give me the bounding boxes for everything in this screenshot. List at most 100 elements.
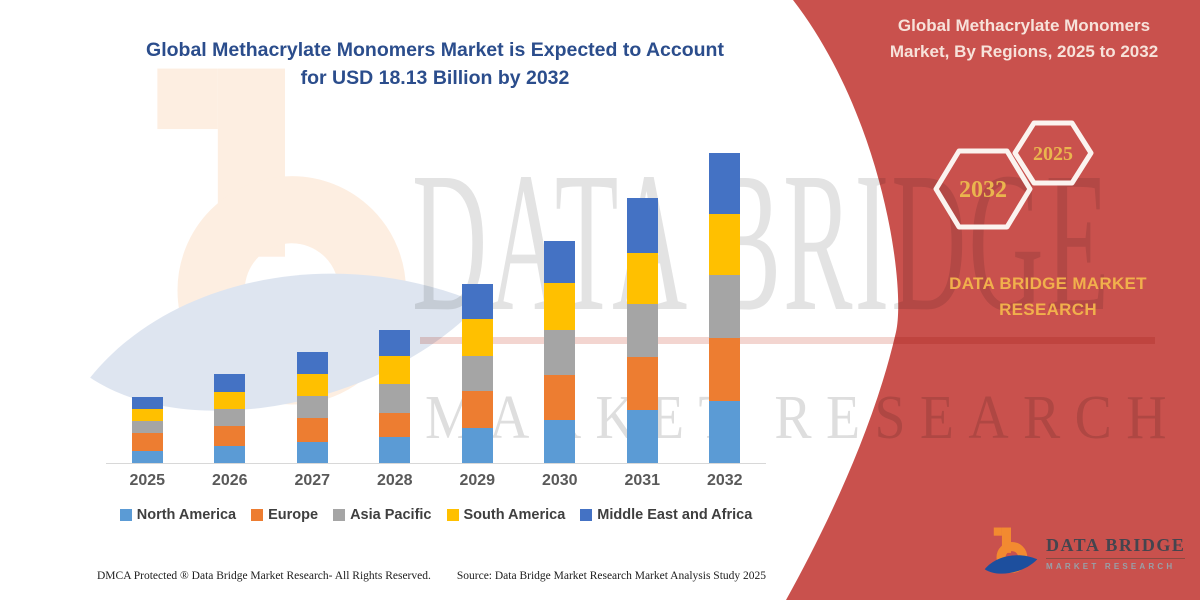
bar-segment-2032-asia-pacific	[709, 275, 741, 338]
logo-divider	[1046, 558, 1186, 559]
bar-segment-2031-middle-east-and-africa	[626, 198, 658, 253]
x-axis-label-2029: 2029	[459, 472, 496, 489]
bar-segment-2026-asia-pacific	[214, 409, 246, 426]
legend-label: South America	[463, 507, 566, 523]
legend-label: Asia Pacific	[350, 507, 432, 523]
bar-segment-2031-asia-pacific	[626, 304, 658, 357]
bar-slot-2025	[106, 140, 189, 463]
bar-segment-2027-south-america	[296, 374, 328, 396]
legend-swatch-icon	[251, 509, 264, 521]
footer: DMCA Protected ® Data Bridge Market Rese…	[97, 570, 797, 582]
bar-segment-2030-south-america	[544, 283, 576, 330]
bar-slot-2029	[436, 140, 519, 463]
bar-segment-2028-south-america	[379, 356, 411, 384]
legend-swatch-icon	[580, 509, 593, 521]
bar-segment-2025-north-america	[131, 451, 163, 463]
bar-slot-2027	[271, 140, 354, 463]
x-axis-label-2025: 2025	[129, 472, 166, 489]
bar-segment-2025-south-america	[131, 409, 163, 421]
bar-segment-2028-europe	[379, 413, 411, 437]
plot-area	[106, 140, 766, 464]
footer-source-text: Source: Data Bridge Market Research Mark…	[456, 570, 767, 582]
logo-subtitle: MARKET RESEARCH	[1046, 562, 1176, 571]
x-axis-label-2027: 2027	[294, 472, 331, 489]
legend-item-asia-pacific: Asia Pacific	[333, 507, 432, 523]
brand-wordmark-line1: DATA BRIDGE MARKET	[949, 274, 1147, 293]
x-axis-label-2032: 2032	[706, 472, 743, 489]
logo-text: DATA BRIDGE MARKET RESEARCH	[1046, 535, 1186, 581]
right-panel-heading: Global Methacrylate Monomers Market, By …	[852, 13, 1196, 64]
bar-segment-2032-south-america	[709, 214, 741, 275]
hexagon-2032-outline	[933, 148, 1033, 230]
stacked-bar-2028	[379, 330, 411, 463]
hexagon-2025-outline	[1012, 120, 1094, 186]
legend-swatch-icon	[333, 509, 346, 521]
chart-title: Global Methacrylate Monomers Market is E…	[100, 36, 770, 93]
bar-slot-2032	[684, 140, 767, 463]
bar-segment-2030-middle-east-and-africa	[544, 241, 576, 283]
bar-segment-2026-europe	[214, 426, 246, 446]
legend-swatch-icon	[446, 509, 459, 521]
chart-title-line2: for USD 18.13 Billion by 2032	[300, 67, 570, 90]
legend-item-north-america: North America	[119, 507, 237, 523]
footer-dmca-text: DMCA Protected ® Data Bridge Market Rese…	[97, 570, 431, 582]
bar-slot-2026	[189, 140, 272, 463]
bar-segment-2025-europe	[131, 433, 163, 451]
bar-segment-2028-asia-pacific	[379, 384, 411, 413]
right-panel-heading-line2: Market, By Regions, 2025 to 2032	[889, 41, 1159, 61]
bar-segment-2026-middle-east-and-africa	[214, 374, 246, 392]
bar-segment-2032-north-america	[709, 401, 741, 463]
legend-label: Middle East and Africa	[597, 507, 753, 523]
legend-swatch-icon	[119, 509, 132, 521]
x-axis-label-2030: 2030	[541, 472, 578, 489]
stacked-bar-2027	[296, 352, 328, 463]
bar-segment-2032-middle-east-and-africa	[709, 153, 741, 214]
hexagon-2025-label: 2025	[1033, 143, 1073, 165]
bar-segment-2032-europe	[709, 338, 741, 401]
stacked-bar-2029	[461, 284, 493, 463]
data-bridge-logo: DATA BRIDGE MARKET RESEARCH	[982, 523, 1186, 581]
bar-segment-2031-europe	[626, 357, 658, 410]
bar-segment-2029-north-america	[461, 428, 493, 463]
data-bridge-b-swoosh-icon	[984, 527, 1038, 574]
bar-segment-2029-south-america	[461, 319, 493, 356]
legend-item-middle-east-and-africa: Middle East and Africa	[580, 507, 752, 523]
bar-segment-2029-asia-pacific	[461, 356, 493, 391]
bar-segment-2030-north-america	[544, 420, 576, 463]
bar-segment-2026-south-america	[214, 392, 246, 409]
stacked-bar-2032	[709, 153, 741, 463]
bar-segment-2025-asia-pacific	[131, 421, 163, 433]
year-hexagons: 2032 2025	[933, 120, 1094, 230]
legend-item-europe: Europe	[251, 507, 318, 523]
bar-segment-2027-asia-pacific	[296, 396, 328, 418]
bar-segment-2026-north-america	[214, 446, 246, 463]
hexagon-2032-label: 2032	[959, 177, 1007, 203]
bar-segment-2029-middle-east-and-africa	[461, 284, 493, 319]
logo-title: DATA BRIDGE	[1046, 535, 1186, 555]
bar-segment-2028-north-america	[379, 437, 411, 463]
x-axis-labels: 2025 2026 2027 2028 2029 2030 2031 2032	[106, 472, 766, 490]
bar-slot-2030	[519, 140, 602, 463]
bar-slot-2031	[601, 140, 684, 463]
x-axis-label-2028: 2028	[376, 472, 413, 489]
bar-segment-2031-south-america	[626, 253, 658, 304]
legend-label: Europe	[268, 507, 319, 523]
stacked-bar-2025	[131, 397, 163, 463]
bar-segment-2030-asia-pacific	[544, 330, 576, 375]
bar-segment-2029-europe	[461, 391, 493, 428]
bar-segment-2027-north-america	[296, 442, 328, 463]
x-axis-label-2031: 2031	[624, 472, 661, 489]
bar-segment-2025-middle-east-and-africa	[131, 397, 163, 409]
chart-title-line1: Global Methacrylate Monomers Market is E…	[146, 39, 724, 61]
stacked-bar-2030	[544, 241, 576, 463]
bar-slot-2028	[354, 140, 437, 463]
chart-legend: North America Europe Asia Pacific South Ame…	[106, 507, 766, 523]
legend-label: North America	[136, 507, 237, 523]
bar-segment-2028-middle-east-and-africa	[379, 330, 411, 356]
stacked-bar-2031	[626, 198, 658, 463]
bar-segment-2031-north-america	[626, 410, 658, 463]
bar-segment-2027-middle-east-and-africa	[296, 352, 328, 374]
right-panel-heading-line1: Global Methacrylate Monomers	[897, 16, 1151, 35]
